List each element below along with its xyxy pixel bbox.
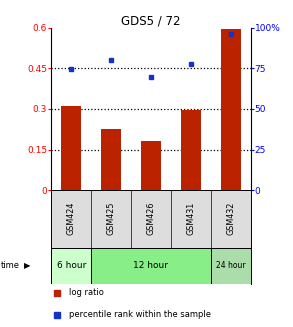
Text: GSM424: GSM424 [67, 201, 76, 234]
Text: GSM431: GSM431 [186, 201, 195, 234]
Text: GSM426: GSM426 [146, 201, 155, 234]
Text: ▶: ▶ [24, 262, 30, 270]
Text: time: time [1, 262, 20, 270]
Text: percentile rank within the sample: percentile rank within the sample [69, 311, 211, 319]
Title: GDS5 / 72: GDS5 / 72 [121, 15, 181, 28]
Bar [181, 110, 201, 190]
Bar [211, 248, 251, 284]
Text: 6 hour: 6 hour [57, 262, 86, 270]
Bar [101, 129, 121, 190]
Bar [221, 29, 241, 190]
Bar [141, 142, 161, 190]
Bar [51, 248, 91, 284]
Text: 12 hour: 12 hour [133, 262, 168, 270]
Text: log ratio: log ratio [69, 288, 104, 297]
Text: 24 hour: 24 hour [216, 262, 246, 270]
Text: GSM425: GSM425 [107, 201, 115, 235]
Text: GSM432: GSM432 [226, 201, 235, 234]
Bar [61, 106, 81, 190]
Bar [91, 248, 211, 284]
